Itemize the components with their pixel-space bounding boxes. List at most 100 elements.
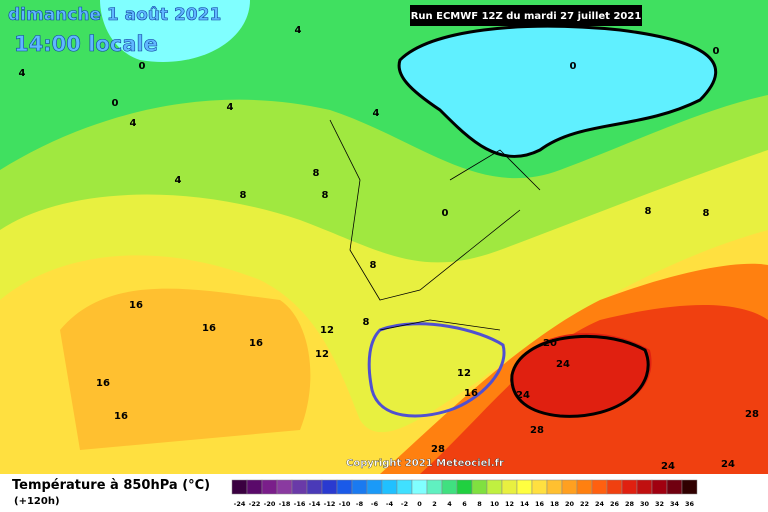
contour-label: 0: [112, 98, 119, 109]
contour-label: 8: [322, 190, 329, 201]
contour-label: 24: [721, 459, 735, 470]
contour-label: 12: [315, 349, 329, 360]
map-time: 14:00 locale: [14, 32, 158, 56]
legend-value: -22: [249, 500, 261, 508]
contour-label: 20: [543, 338, 557, 349]
legend-value: 16: [535, 500, 545, 508]
contour-label: 8: [313, 168, 320, 179]
legend-value: -12: [324, 500, 336, 508]
legend-swatch: [516, 479, 533, 495]
legend-value: -8: [356, 500, 364, 508]
legend-swatch: [411, 479, 428, 495]
legend-swatch: [321, 479, 338, 495]
legend-swatch: [636, 479, 653, 495]
legend-value: -14: [309, 500, 321, 508]
contour-label: 12: [320, 325, 334, 336]
contour-label: 0: [570, 61, 577, 72]
legend-value: 10: [490, 500, 500, 508]
legend-swatch: [546, 479, 563, 495]
legend-swatch: [666, 479, 683, 495]
legend-swatch: [306, 479, 323, 495]
legend-swatch: [531, 479, 548, 495]
legend-value: 2: [432, 500, 437, 508]
legend-swatch: [351, 479, 368, 495]
legend-value: 4: [447, 500, 452, 508]
contour-label: 16: [249, 338, 263, 349]
legend-value: 12: [505, 500, 514, 508]
contour-label: 8: [240, 190, 247, 201]
legend-value: -6: [371, 500, 379, 508]
legend-swatch: [561, 479, 578, 495]
contour-label: 28: [530, 425, 544, 436]
contour-label: 12: [457, 368, 471, 379]
legend-swatch: [441, 479, 458, 495]
legend-value: -16: [294, 500, 306, 508]
legend-swatch: [336, 479, 353, 495]
legend-value: 24: [595, 500, 605, 508]
contour-label: 8: [645, 206, 652, 217]
legend-value: 36: [685, 500, 695, 508]
legend-swatch: [606, 479, 623, 495]
legend-value: 34: [670, 500, 680, 508]
legend-value: -20: [264, 500, 276, 508]
contour-label: 28: [745, 409, 759, 420]
contour-label: 4: [130, 118, 137, 129]
legend-swatch: [291, 479, 308, 495]
contour-label: 0: [442, 208, 449, 219]
legend-swatch: [681, 479, 698, 495]
map-background: [0, 0, 768, 474]
contour-label: 16: [96, 378, 110, 389]
contour-label: 16: [464, 388, 478, 399]
legend-value: -10: [339, 500, 351, 508]
contour-label: 16: [202, 323, 216, 334]
legend-value: 6: [462, 500, 467, 508]
legend-swatch: [471, 479, 488, 495]
run-info: Run ECMWF 12Z du mardi 27 juillet 2021: [411, 11, 642, 22]
legend-value: -18: [279, 500, 291, 508]
contour-label: 8: [370, 260, 377, 271]
legend-swatch: [591, 479, 608, 495]
legend-value: 14: [520, 500, 530, 508]
legend-swatch: [486, 479, 503, 495]
contour-label: 16: [114, 411, 128, 422]
legend-swatch: [276, 479, 293, 495]
legend-value: 20: [565, 500, 575, 508]
legend-swatch: [381, 479, 398, 495]
run-box: [410, 5, 642, 26]
contour-label: 16: [129, 300, 143, 311]
contour-label: 0: [139, 61, 146, 72]
legend-swatch: [246, 479, 263, 495]
legend-value: 18: [550, 500, 560, 508]
contour-label: 0: [713, 46, 720, 57]
legend-value: 22: [580, 500, 589, 508]
legend-value: 32: [655, 500, 664, 508]
legend-lead: (+120h): [14, 496, 60, 507]
legend-value: 30: [640, 500, 650, 508]
legend-value: 26: [610, 500, 620, 508]
legend-swatch: [576, 479, 593, 495]
legend-swatch: [366, 479, 383, 495]
contour-label: 24: [516, 390, 530, 401]
legend-value: 28: [625, 500, 635, 508]
contour-label: 28: [431, 444, 445, 455]
contour-label: 4: [175, 175, 182, 186]
legend-swatch: [456, 479, 473, 495]
map-date: dimanche 1 août 2021: [8, 5, 221, 25]
contour-label: 24: [661, 461, 675, 472]
contour-label: 24: [556, 359, 570, 370]
legend-value: 0: [417, 500, 422, 508]
legend-swatch: [651, 479, 668, 495]
contour-label: 4: [373, 108, 380, 119]
legend-swatch: [426, 479, 443, 495]
contour-label: 8: [703, 208, 710, 219]
legend-value: -4: [386, 500, 394, 508]
contour-label: 4: [19, 68, 26, 79]
legend-title: Température à 850hPa (°C): [12, 478, 210, 493]
legend-swatch: [501, 479, 518, 495]
copyright: Copyright 2021 Meteociel.fr: [346, 458, 504, 469]
legend-swatch: [261, 479, 278, 495]
legend-swatch: [621, 479, 638, 495]
legend-swatch: [396, 479, 413, 495]
legend-value: -2: [401, 500, 408, 508]
